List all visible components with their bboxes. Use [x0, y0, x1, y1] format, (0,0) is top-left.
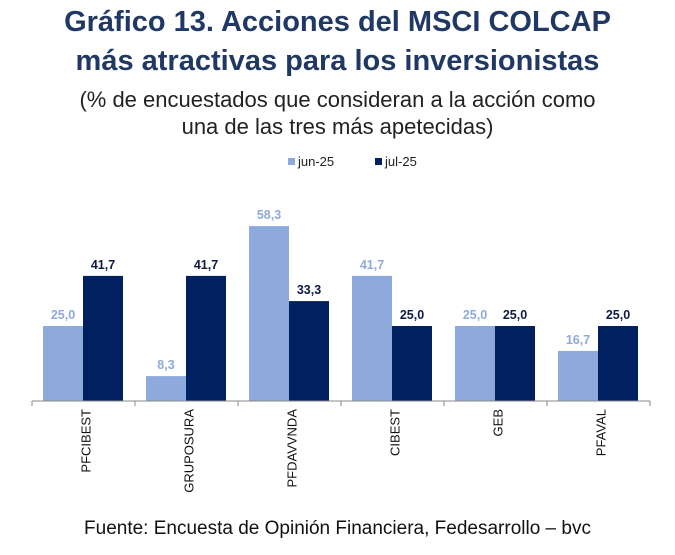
- category-label: PFDAVVNDA: [285, 409, 300, 488]
- legend-swatch-jun-25: [288, 158, 295, 165]
- chart-subtitle-line-2: una de las tres más apetecidas): [181, 114, 494, 139]
- category-label: GEB: [491, 409, 506, 436]
- bar-PFAVAL-jun-25: [558, 350, 598, 401]
- category-label: PFCIBEST: [79, 409, 94, 473]
- data-label: 25,0: [51, 308, 75, 322]
- chart-subtitle-line-1: (% de encuestados que consideran a la ac…: [79, 87, 596, 112]
- legend-label-jul-25: jul-25: [384, 154, 417, 169]
- data-label: 58,3: [257, 208, 281, 222]
- bar-chart: jun-25 jul-25 25,0 41,7 PFCIBEST 8,3 41,7 GRUPO…: [31, 154, 651, 493]
- data-label: 41,7: [360, 258, 384, 272]
- data-label: 41,7: [194, 258, 218, 272]
- data-label: 8,3: [157, 358, 174, 372]
- data-label: 16,7: [566, 333, 590, 347]
- bar-PFCIBEST-jul-25: [83, 275, 123, 401]
- category-label: PFAVAL: [594, 409, 609, 456]
- category-label: GRUPOSURA: [182, 409, 197, 493]
- bar-PFDAVVNDA-jul-25: [289, 301, 329, 401]
- bar-GRUPOSURA-jul-25: [186, 275, 226, 401]
- bar-GRUPOSURA-jun-25: [146, 376, 186, 401]
- legend-swatch-jul-25: [375, 158, 382, 165]
- bar-PFDAVVNDA-jun-25: [249, 226, 289, 401]
- source-note: Fuente: Encuesta de Opinión Financiera, …: [84, 518, 591, 539]
- bar-GEB-jul-25: [495, 326, 535, 401]
- chart-title-line-2: más atractivas para los inversionistas: [75, 45, 600, 77]
- bar-GEB-jun-25: [455, 326, 495, 401]
- bar-PFAVAL-jul-25: [598, 326, 638, 401]
- bar-CIBEST-jun-25: [352, 275, 392, 401]
- data-label: 41,7: [91, 258, 115, 272]
- bar-CIBEST-jul-25: [392, 326, 432, 401]
- data-label: 25,0: [606, 308, 630, 322]
- chart-title-line-1: Gráfico 13. Acciones del MSCI COLCAP: [64, 6, 611, 38]
- data-label: 33,3: [297, 283, 321, 297]
- category-label: CIBEST: [388, 409, 403, 456]
- data-label: 25,0: [400, 308, 424, 322]
- bar-PFCIBEST-jun-25: [43, 326, 83, 401]
- data-label: 25,0: [503, 308, 527, 322]
- data-label: 25,0: [463, 308, 487, 322]
- legend-label-jun-25: jun-25: [297, 154, 334, 169]
